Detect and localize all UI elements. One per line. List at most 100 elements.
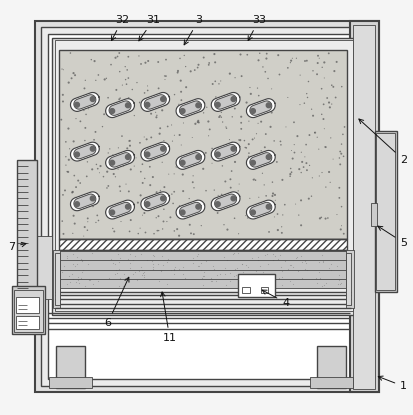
Point	[201, 273, 207, 279]
Point	[290, 141, 297, 148]
Point	[159, 226, 166, 232]
Point	[103, 75, 109, 82]
Point	[301, 58, 308, 64]
Point	[249, 136, 255, 143]
Point	[202, 149, 209, 156]
Polygon shape	[74, 95, 95, 109]
Point	[146, 164, 153, 170]
Point	[121, 206, 127, 213]
Point	[246, 195, 252, 202]
Point	[222, 124, 229, 130]
Point	[133, 154, 139, 161]
Point	[85, 277, 92, 284]
Circle shape	[180, 160, 185, 165]
Point	[149, 174, 156, 181]
Point	[126, 137, 133, 144]
Point	[296, 101, 303, 108]
Point	[319, 257, 326, 264]
Point	[297, 222, 304, 229]
Point	[325, 264, 331, 271]
Point	[139, 269, 146, 276]
Point	[174, 112, 180, 119]
Point	[216, 112, 223, 119]
Point	[171, 265, 177, 272]
Point	[211, 51, 217, 57]
Point	[320, 125, 327, 132]
Point	[255, 92, 261, 99]
Text: 32: 32	[111, 15, 129, 41]
Polygon shape	[214, 95, 236, 109]
Point	[259, 204, 265, 210]
Point	[213, 272, 220, 279]
Polygon shape	[249, 101, 271, 115]
Point	[315, 269, 321, 275]
Point	[179, 171, 185, 178]
Point	[274, 256, 281, 262]
Point	[287, 262, 293, 269]
Point	[309, 68, 316, 74]
Point	[287, 57, 294, 64]
Point	[339, 230, 346, 237]
Point	[66, 279, 73, 286]
Bar	[12, 286, 45, 334]
Circle shape	[160, 146, 165, 151]
Point	[123, 145, 130, 151]
Point	[168, 191, 175, 198]
Point	[254, 85, 260, 91]
Point	[187, 68, 194, 75]
Point	[64, 254, 70, 261]
Point	[160, 137, 167, 144]
Point	[278, 274, 284, 281]
Point	[337, 150, 344, 157]
Point	[200, 269, 206, 275]
Bar	[349, 21, 378, 392]
Point	[255, 194, 261, 200]
Point	[284, 94, 290, 101]
Bar	[56, 346, 85, 388]
Point	[211, 78, 218, 85]
Point	[113, 269, 120, 276]
Point	[211, 156, 218, 163]
Point	[123, 81, 130, 88]
Point	[235, 137, 242, 143]
Point	[119, 163, 126, 169]
Point	[141, 210, 147, 216]
Circle shape	[125, 103, 130, 107]
Point	[209, 263, 216, 269]
Point	[313, 134, 320, 141]
Point	[78, 256, 85, 263]
Point	[337, 83, 344, 90]
Point	[123, 66, 130, 73]
Point	[105, 183, 112, 189]
Point	[183, 203, 190, 210]
Bar	[17, 160, 37, 288]
Point	[242, 212, 249, 219]
Point	[278, 223, 284, 230]
Point	[131, 269, 138, 275]
Point	[60, 66, 66, 73]
Circle shape	[266, 155, 271, 159]
Point	[183, 162, 190, 169]
Point	[80, 107, 87, 114]
Point	[215, 98, 221, 105]
Point	[249, 277, 256, 283]
Point	[293, 133, 300, 139]
Point	[133, 79, 140, 86]
Text: 31: 31	[138, 15, 160, 41]
Point	[69, 189, 76, 196]
Point	[252, 177, 258, 183]
Point	[95, 278, 101, 284]
Point	[263, 50, 269, 57]
Point	[253, 130, 259, 137]
Circle shape	[145, 103, 150, 107]
Point	[214, 151, 221, 158]
Point	[163, 281, 170, 287]
Point	[119, 283, 126, 289]
Point	[290, 149, 297, 156]
Point	[337, 141, 344, 147]
Point	[153, 114, 159, 121]
Point	[202, 258, 209, 265]
Point	[299, 164, 306, 171]
Point	[177, 88, 184, 95]
Point	[148, 105, 154, 111]
